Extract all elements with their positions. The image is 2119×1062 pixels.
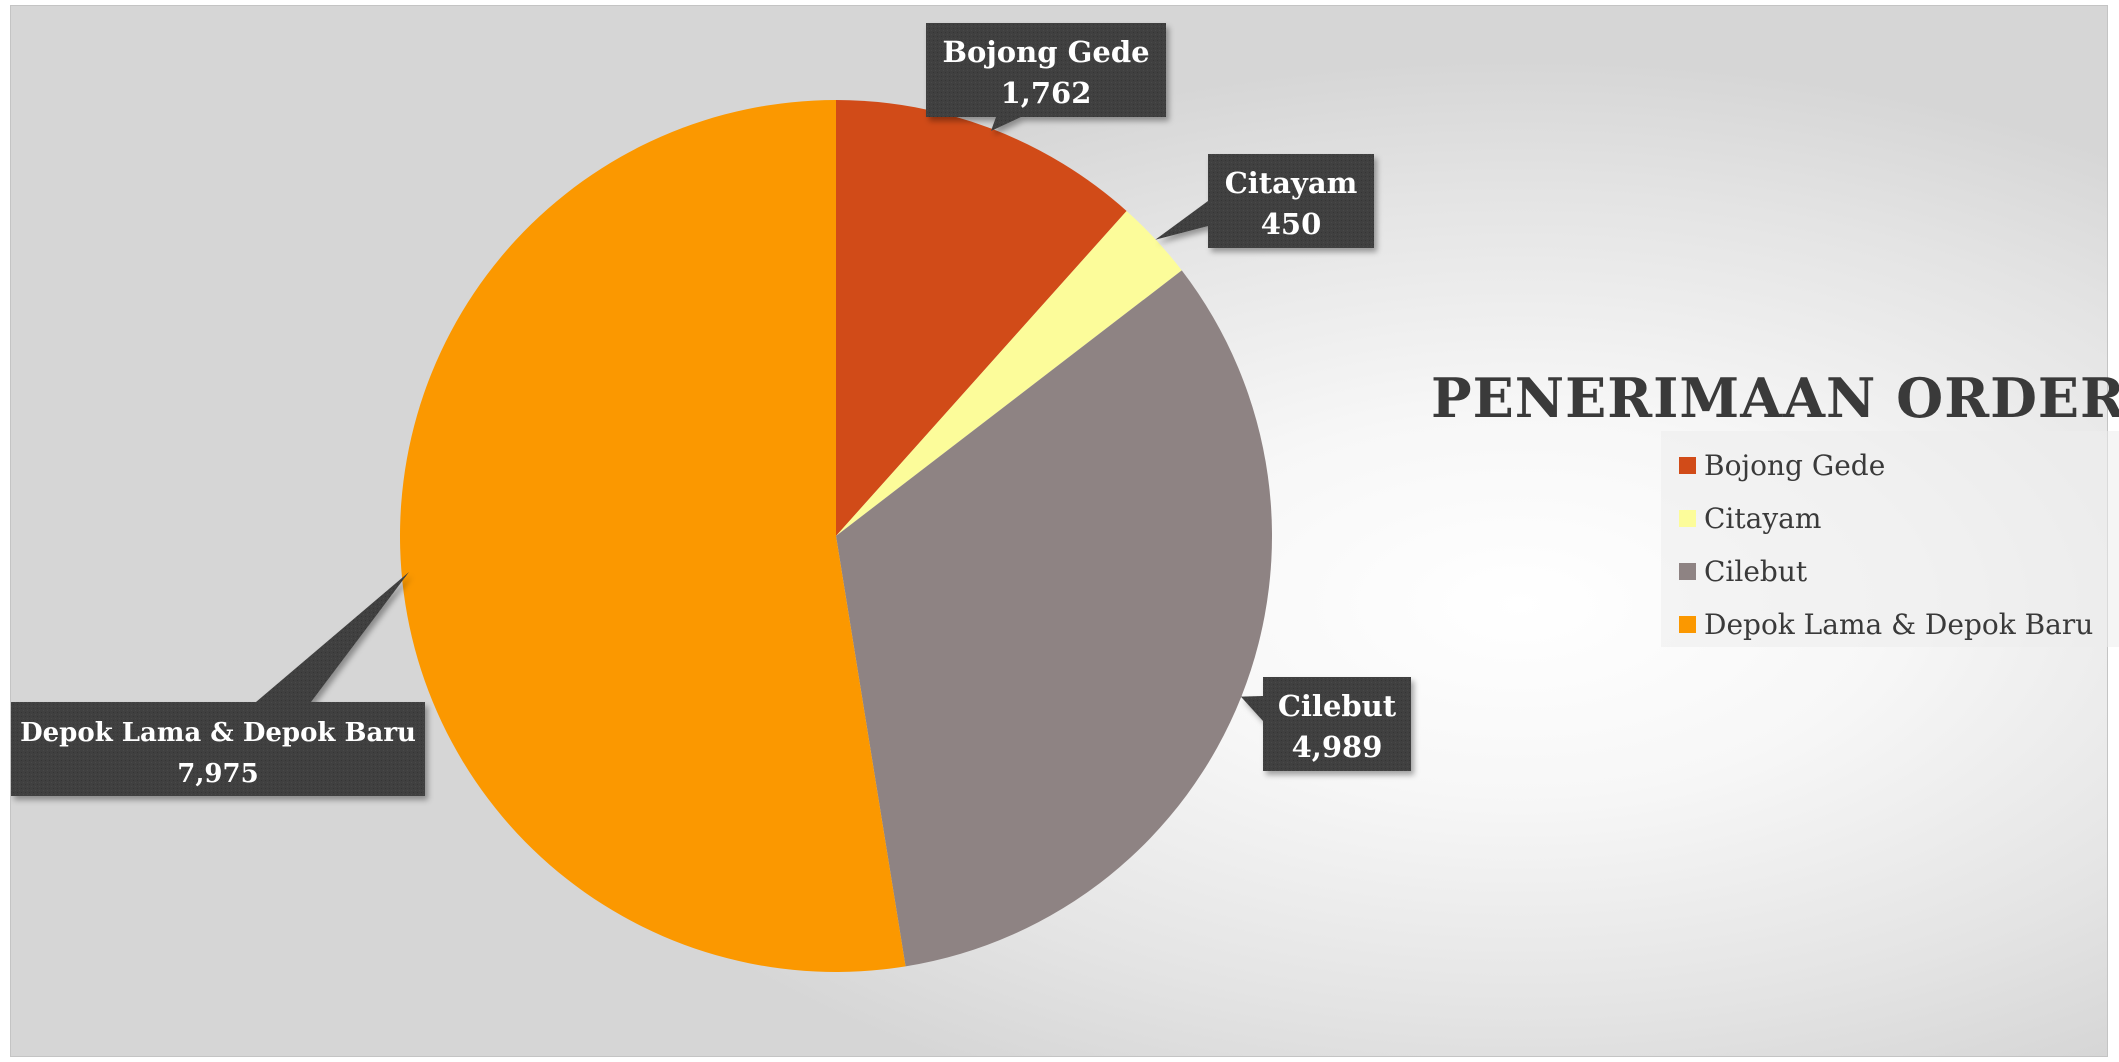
callout-bojong-gede: Bojong Gede 1,762 — [926, 23, 1166, 131]
callout-value-depok: 7,975 — [177, 759, 258, 789]
callout-category-depok: Depok Lama & Depok Baru — [20, 718, 416, 748]
pie-chart: Bojong Gede 1,762 Citayam 450 Cilebut 4,989 De… — [11, 23, 1411, 972]
pie-slices — [399, 100, 1272, 972]
legend-item-depok: Depok Lama & Depok Baru — [1661, 598, 2119, 651]
legend-label-bojong-gede: Bojong Gede — [1704, 449, 1886, 482]
pie-slice-citayam — [836, 210, 1182, 537]
callout-box-citayam — [1208, 154, 1374, 248]
legend-item-cilebut: Cilebut — [1661, 545, 2119, 598]
legend: Bojong Gede Citayam Cilebut Depok Lama &… — [1661, 431, 2119, 647]
callout-citayam: Citayam 450 — [1155, 154, 1374, 248]
callout-cilebut: Cilebut 4,989 — [1240, 677, 1411, 771]
legend-label-citayam: Citayam — [1704, 502, 1822, 535]
callout-value-citayam: 450 — [1261, 207, 1322, 241]
callout-box-cilebut — [1263, 677, 1411, 771]
callout-value-bojong-gede: 1,762 — [1001, 76, 1092, 110]
callout-category-bojong-gede: Bojong Gede — [942, 35, 1149, 69]
pie-slice-cilebut — [836, 270, 1272, 967]
legend-swatch-depok — [1679, 616, 1696, 633]
callout-value-cilebut: 4,989 — [1292, 730, 1383, 764]
callout-box-depok — [11, 702, 425, 796]
callout-category-citayam: Citayam — [1225, 166, 1358, 200]
callout-pointer-citayam — [1155, 201, 1208, 240]
chart-area: Bojong Gede 1,762 Citayam 450 Cilebut 4,989 De… — [10, 5, 2119, 1057]
legend-label-depok: Depok Lama & Depok Baru — [1704, 608, 2094, 641]
callout-pointer-cilebut — [1240, 696, 1263, 721]
callout-category-cilebut: Cilebut — [1278, 689, 1397, 723]
legend-label-cilebut: Cilebut — [1704, 555, 1808, 588]
pie-slice-bojong-gede — [836, 100, 1127, 536]
legend-swatch-citayam — [1679, 510, 1696, 527]
callout-pointer-bojong-gede — [991, 117, 1021, 131]
chart-title: PENERIMAAN ORDER — [1431, 366, 2119, 430]
legend-item-bojong-gede: Bojong Gede — [1661, 439, 2119, 492]
legend-item-citayam: Citayam — [1661, 492, 2119, 545]
legend-swatch-cilebut — [1679, 563, 1696, 580]
callout-pointer-depok — [256, 572, 409, 702]
callout-box-bojong-gede — [926, 23, 1166, 117]
pie-callouts: Bojong Gede 1,762 Citayam 450 Cilebut 4,989 De… — [11, 23, 1411, 796]
callout-depok: Depok Lama & Depok Baru 7,975 — [11, 572, 425, 796]
legend-swatch-bojong-gede — [1679, 457, 1696, 474]
pie-slice-depok — [399, 100, 906, 972]
